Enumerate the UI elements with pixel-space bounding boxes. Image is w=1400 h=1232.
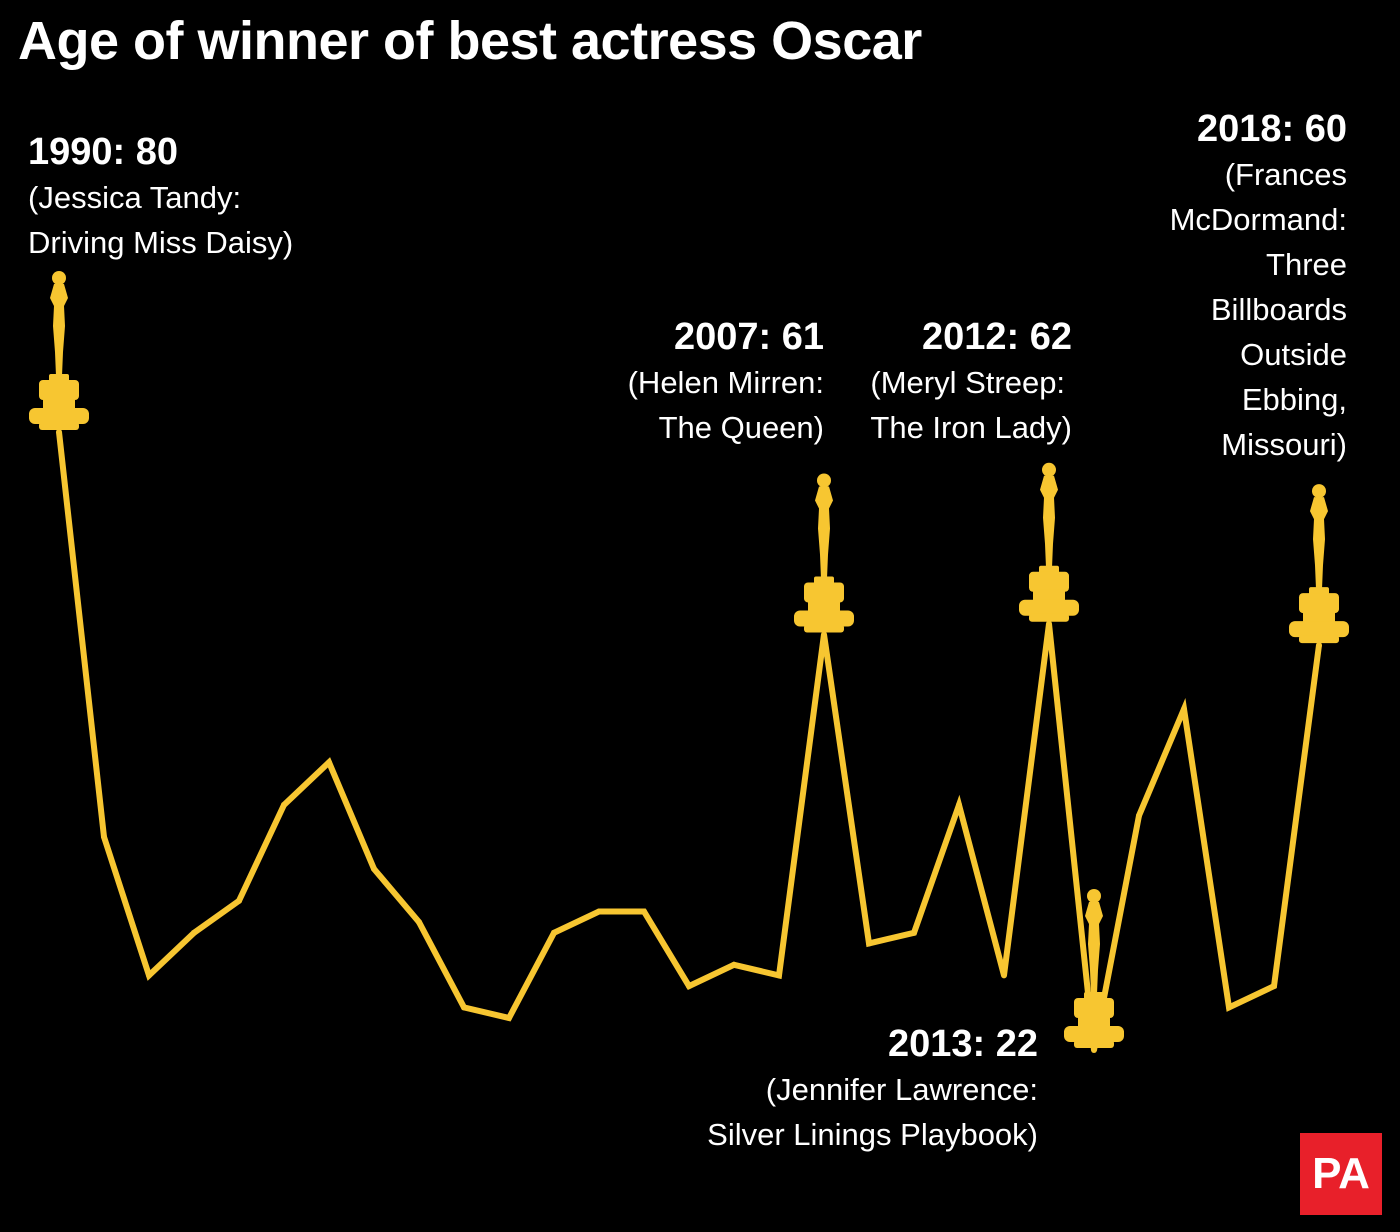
- oscar-statuette-icon: [1289, 484, 1349, 644]
- chart-title: Age of winner of best actress Oscar: [18, 11, 922, 71]
- data-point-1998: [416, 919, 422, 926]
- annotation-2018-line: Outside: [1240, 337, 1347, 372]
- annotation-2007-head: 2007: 61: [673, 316, 824, 358]
- data-point-1999: [461, 1004, 467, 1011]
- data-point-2009: [911, 929, 917, 936]
- annotation-1990-line: Driving Miss Daisy): [28, 225, 294, 260]
- data-point-1996: [326, 759, 332, 766]
- annotation-1990-line: (Jessica Tandy:: [28, 180, 242, 215]
- age-series-line: [56, 431, 1322, 1051]
- data-point-1991: [101, 833, 107, 840]
- annotation-2012-line: The Iron Lady): [870, 410, 1072, 445]
- annotation-2007: 2007: 61 (Helen Mirren: The Queen): [628, 315, 824, 450]
- annotation-2018-line: McDormand:: [1169, 202, 1347, 237]
- annotation-2018-line: (Frances: [1224, 157, 1347, 192]
- annotation-1990: 1990: 80 (Jessica Tandy: Driving Miss Da…: [28, 130, 293, 265]
- annotation-2012-line: (Meryl Streep:: [870, 365, 1066, 400]
- annotation-2012-head: 2012: 62: [921, 316, 1072, 358]
- annotation-2012: 2012: 62 (Meryl Streep: The Iron Lady): [870, 315, 1072, 450]
- annotation-2013-line: Silver Linings Playbook): [707, 1117, 1038, 1152]
- annotation-2007-line: (Helen Mirren:: [627, 365, 824, 400]
- annotation-2013-line: (Jennifer Lawrence:: [765, 1072, 1038, 1107]
- data-point-2002: [596, 908, 602, 915]
- data-point-1994: [236, 897, 242, 904]
- data-point-1992: [146, 972, 152, 979]
- data-point-1990: [56, 429, 62, 435]
- data-point-2004: [686, 983, 692, 990]
- data-point-2006: [776, 972, 782, 979]
- data-point-2014: [1136, 812, 1142, 819]
- data-point-2011: [1001, 972, 1007, 979]
- data-point-1995: [281, 801, 287, 808]
- data-point-1997: [371, 865, 377, 872]
- data-point-2008: [866, 940, 872, 947]
- annotation-2018-line: Billboards: [1210, 292, 1347, 327]
- annotation-2018-line: Missouri): [1221, 427, 1347, 462]
- pa-logo: PA: [1300, 1133, 1382, 1215]
- data-point-2016: [1226, 1004, 1232, 1011]
- annotation-2007-line: The Queen): [658, 410, 824, 445]
- data-point-2001: [551, 929, 557, 936]
- data-point-2013: [1091, 1047, 1097, 1053]
- data-point-1993: [191, 929, 197, 936]
- oscar-statuette-icon: [794, 473, 854, 633]
- annotation-2018-line: Three: [1266, 247, 1347, 282]
- data-point-2010: [956, 801, 962, 808]
- data-point-2003: [641, 908, 647, 915]
- oscar-statuette-icon: [1019, 462, 1079, 622]
- data-point-2005: [731, 961, 737, 968]
- data-point-2000: [506, 1015, 512, 1022]
- oscar-statuette-icon: [29, 271, 89, 430]
- annotation-2013: 2013: 22 (Jennifer Lawrence: Silver Lini…: [707, 1022, 1038, 1157]
- annotation-2018-line: Ebbing,: [1241, 382, 1347, 417]
- data-point-2017: [1271, 983, 1277, 990]
- data-point-2015: [1181, 706, 1187, 713]
- data-point-2018: [1316, 642, 1322, 649]
- data-point-2007: [821, 631, 827, 638]
- annotation-1990-head: 1990: 80: [28, 131, 179, 173]
- data-point-2012: [1046, 620, 1052, 627]
- annotation-2013-head: 2013: 22: [887, 1023, 1038, 1065]
- oscar-statuette-icon: [1064, 889, 1124, 1048]
- annotation-2018: 2018: 60 (Frances McDormand: Three Billb…: [1170, 107, 1347, 467]
- annotation-2018-head: 2018: 60: [1196, 108, 1347, 150]
